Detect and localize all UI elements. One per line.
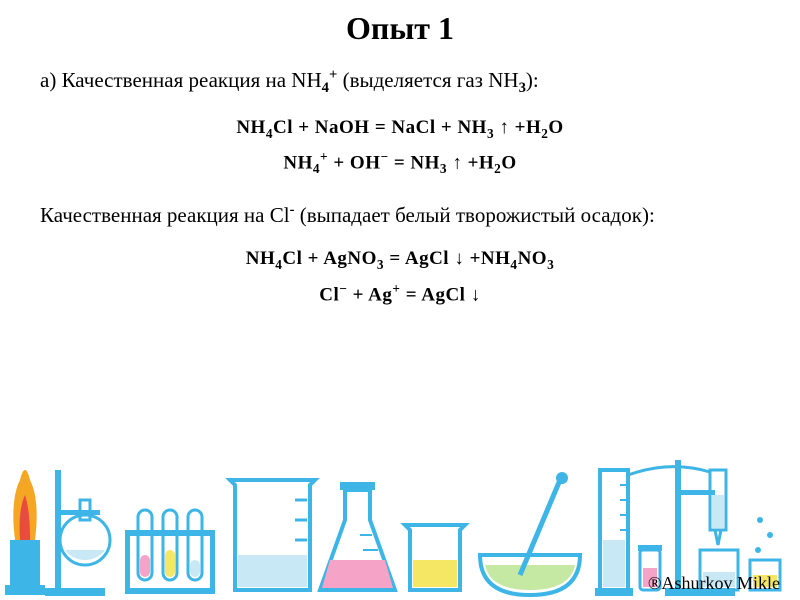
p2-text-a: Качественная реакция на Cl	[40, 203, 290, 227]
equation-2: NH4+ + OH− = NH3 ↑ +H2O	[40, 145, 760, 181]
page-title: Опыт 1	[0, 0, 800, 47]
flask-stand	[45, 470, 110, 596]
equation-3: NH4Cl + AgNO3 = AgCl ↓ +NH4NO3	[40, 242, 760, 277]
equation-block-1: NH4Cl + NaOH = NaCl + NH3 ↑ +H2O NH4+ + …	[40, 111, 760, 182]
p1-text-b: (выделяется газ NH	[337, 68, 518, 92]
equation-1: NH4Cl + NaOH = NaCl + NH3 ↑ +H2O	[40, 111, 760, 146]
p1-sub4: 4	[322, 80, 329, 96]
paragraph-1: а) Качественная реакция на NH4+ (выделяе…	[40, 65, 760, 99]
erlenmeyer-flask	[320, 482, 395, 590]
p2-text-b: (выпадает белый творожистый осадок):	[294, 203, 654, 227]
test-tube-rack	[125, 510, 215, 594]
content-area: а) Качественная реакция на NH4+ (выделяе…	[0, 47, 800, 312]
paragraph-2: Качественная реакция на Cl- (выпадает бе…	[40, 200, 760, 230]
p1-sub3: 3	[519, 80, 526, 96]
equation-block-2: NH4Cl + AgNO3 = AgCl ↓ +NH4NO3 Cl− + Ag+…	[40, 242, 760, 312]
bunsen-burner	[5, 470, 45, 595]
p1-text-a: а) Качественная реакция на NH	[40, 68, 322, 92]
lab-illustration	[0, 400, 800, 600]
beaker-small	[405, 525, 465, 590]
credit-text: ®Ashurkov Mikle	[648, 573, 780, 594]
mortar-pestle	[480, 472, 580, 595]
beaker-large	[230, 480, 315, 590]
equation-4: Cl− + Ag+ = AgCl ↓	[40, 277, 760, 313]
p1-text-c: ):	[526, 68, 539, 92]
